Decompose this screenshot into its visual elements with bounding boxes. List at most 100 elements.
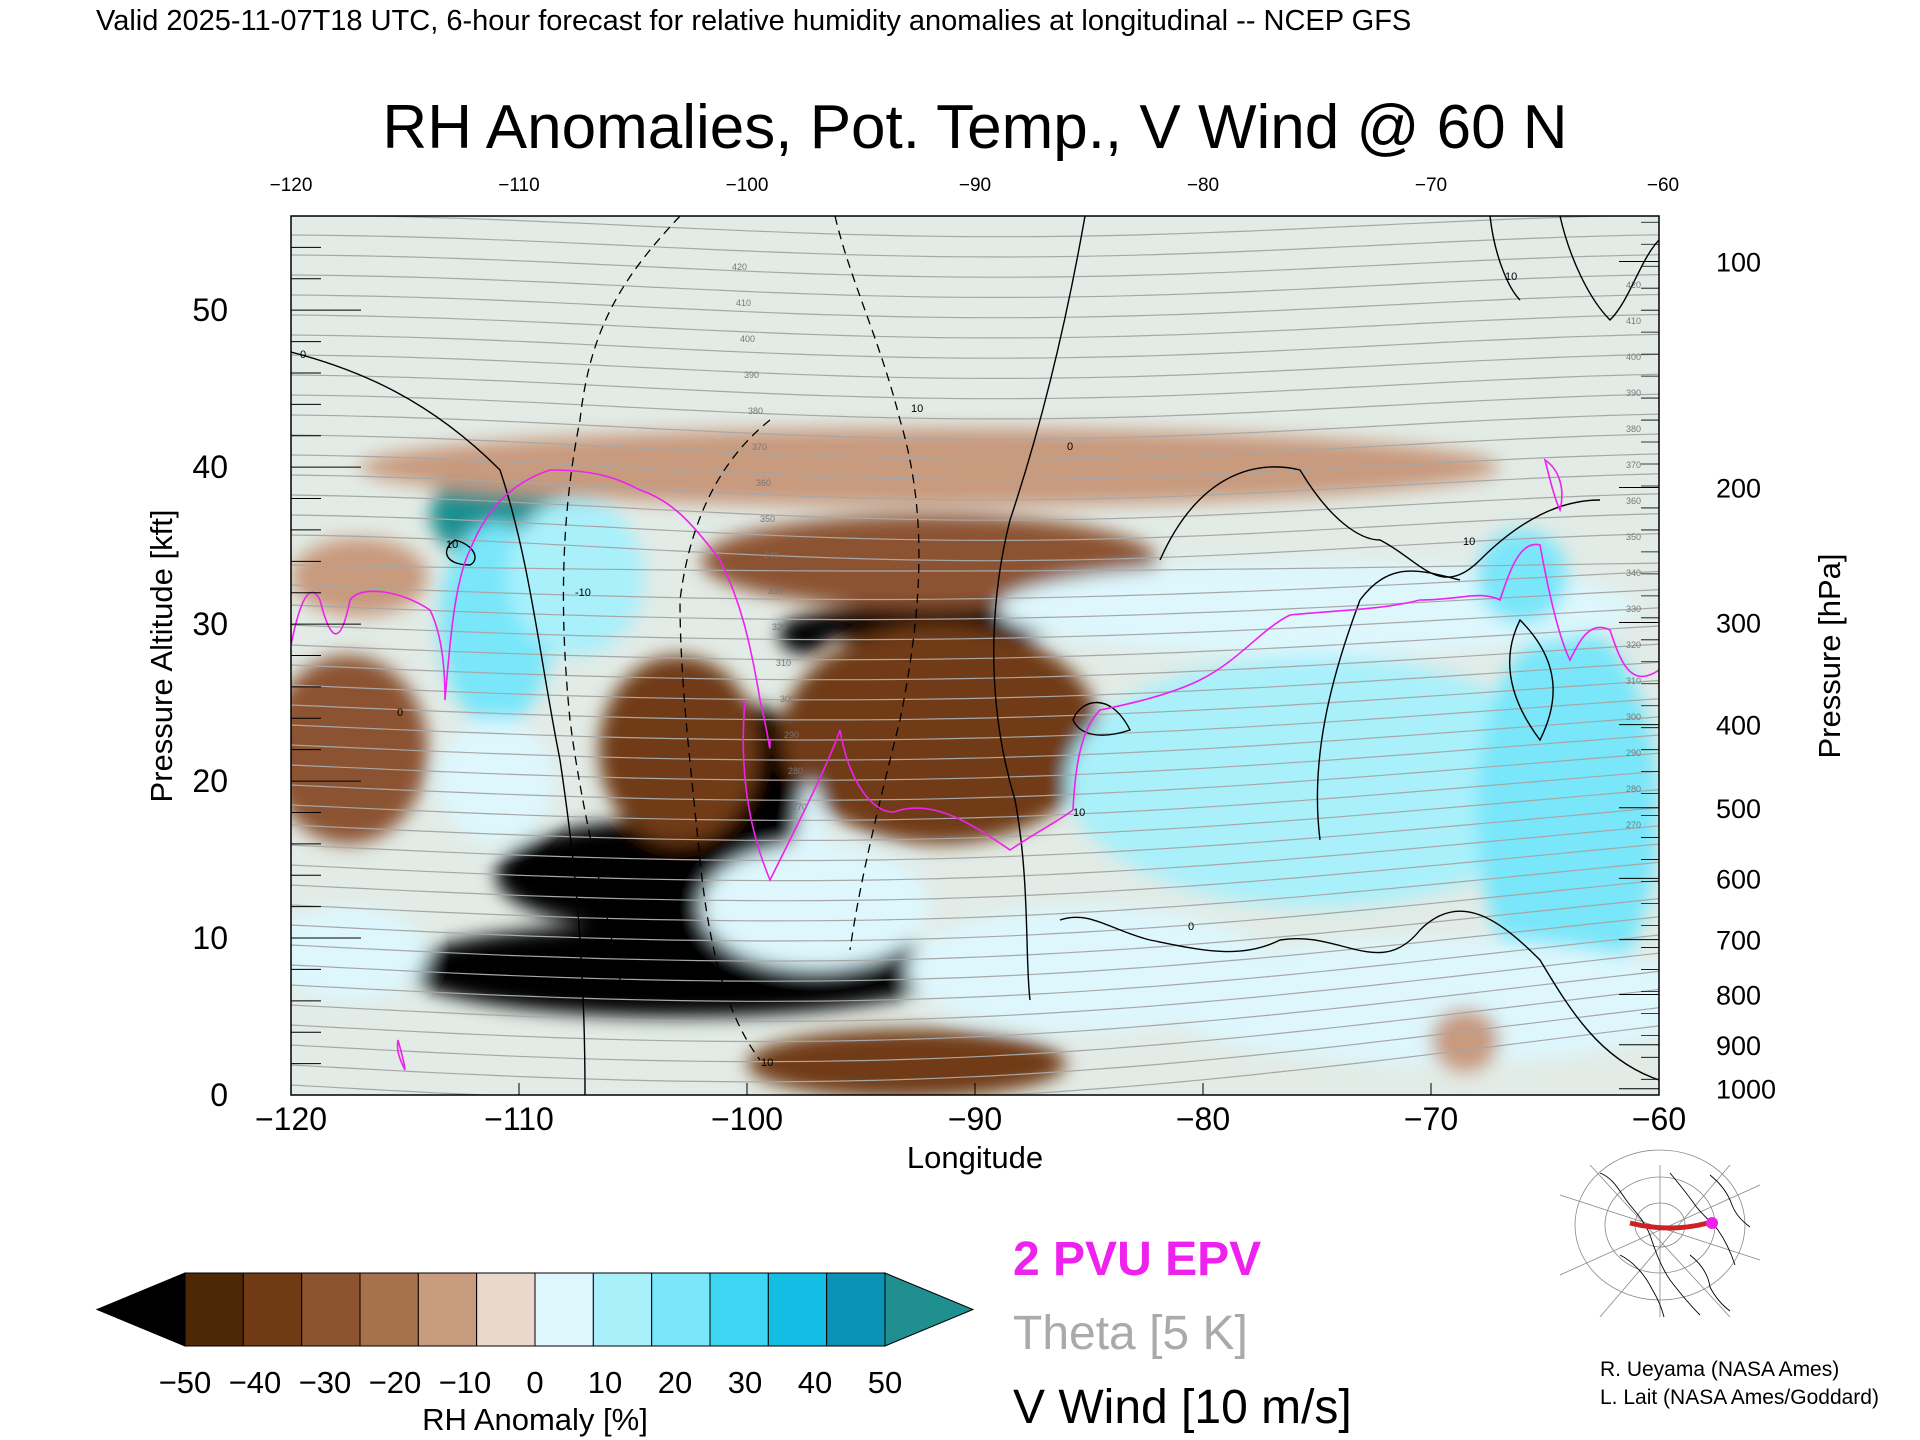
theta-contour-line — [291, 293, 1659, 319]
theta-contour-line — [291, 562, 1659, 572]
vwind-contour-line-dashed — [679, 419, 771, 1061]
vwind-contours — [291, 216, 1659, 1095]
theta-contour-line — [291, 254, 1659, 278]
theta-contour-label: 420 — [732, 262, 747, 272]
vwind-contour-line — [1059, 910, 1659, 1081]
vwind-contour-label: 0 — [1067, 441, 1073, 453]
rh-anomaly-region — [1066, 655, 1568, 907]
theta-contour-line — [291, 988, 1659, 1063]
x-top-tick-label: −80 — [1187, 175, 1219, 196]
vwind-contour-label: 10 — [446, 539, 458, 551]
rh-anomaly-region — [598, 655, 759, 844]
y-tick-label: 50 — [192, 292, 228, 328]
theta-contour-line — [291, 825, 1659, 882]
theta-contour-label: 370 — [1626, 460, 1641, 470]
x-tick-label: −70 — [1404, 1101, 1458, 1137]
x-axis-label: Longitude — [907, 1140, 1043, 1175]
theta-contour-line — [291, 313, 1659, 339]
vwind-contour-label: 10 — [761, 1057, 773, 1069]
vwind-contour-label: 10 — [1505, 271, 1517, 283]
theta-contour-line — [291, 661, 1659, 701]
x-axis-top-tick-labels: −120 −110 −100 −90 −80 −70 −60 — [270, 175, 1680, 196]
plot-area: 420 420 410 410 400 400 390 390 380 380 370 370 360 3… — [290, 215, 1660, 1096]
theta-contour-line — [291, 643, 1659, 681]
epv-contour-line — [1543, 458, 1563, 513]
pressure-tick-label: 900 — [1716, 1031, 1761, 1061]
colorbar-tick-label: 50 — [868, 1365, 902, 1400]
theta-contour-labels: 420 420 410 410 400 400 390 390 380 380 370 370 360 3… — [732, 262, 1641, 830]
y-tick-label: 10 — [192, 920, 228, 956]
theta-contour-line — [291, 770, 1659, 821]
x-tick-label: −90 — [948, 1101, 1002, 1137]
theta-contour-label: 400 — [1626, 352, 1641, 362]
theta-contour-label: 310 — [776, 658, 791, 668]
legend-entry: Theta [5 K] — [1013, 1307, 1248, 1360]
theta-contour-label: 330 — [1626, 604, 1641, 614]
colorbar-high-extend — [884, 1272, 975, 1347]
theta-contour-label: 340 — [1626, 568, 1641, 578]
vwind-contour-line — [1159, 466, 1601, 578]
theta-contour-line — [291, 879, 1659, 942]
theta-contour-line — [291, 393, 1659, 420]
theta-contour-line — [291, 716, 1659, 761]
theta-contour-label: 350 — [1626, 532, 1641, 542]
theta-contour-label: 270 — [1626, 820, 1641, 830]
y-axis-tick-labels: 0 10 20 30 40 50 — [192, 292, 228, 1113]
vwind-contour-label: 10 — [1073, 807, 1085, 819]
theta-contour-line — [291, 734, 1659, 781]
legend-entry: V Wind [10 m/s] — [1013, 1381, 1352, 1434]
coastline-outline — [1599, 1172, 1751, 1318]
theta-contours — [291, 216, 1659, 1095]
theta-contour-line — [291, 789, 1659, 841]
colorbar-tick-label: 30 — [728, 1365, 762, 1400]
colorbar-segment — [767, 1272, 828, 1347]
theta-contour-label: 300 — [780, 694, 795, 704]
inset-marker — [1706, 1217, 1718, 1229]
theta-contour-line — [291, 916, 1659, 982]
colorbar-tick-label: 10 — [588, 1365, 622, 1400]
colorbar-segment — [301, 1272, 361, 1347]
theta-contour-label: 280 — [1626, 784, 1641, 794]
theta-contour-label: 380 — [1626, 424, 1641, 434]
theta-contour-line — [291, 1007, 1659, 1083]
theta-contour-line — [291, 607, 1659, 641]
pressure-tick-label: 600 — [1716, 864, 1761, 894]
pressure-tick-label: 200 — [1716, 474, 1761, 504]
theta-contour-line — [291, 533, 1659, 562]
pressure-tick-label: 1000 — [1716, 1075, 1776, 1105]
pressure-axis-label: Pressure [hPa] — [1812, 553, 1847, 758]
x-tick-label: −100 — [711, 1101, 783, 1137]
vwind-contour-line-dashed — [834, 216, 920, 951]
vwind-contour-line — [993, 216, 1086, 1001]
rh-anomaly-region — [747, 1029, 1067, 1095]
x-top-tick-label: −100 — [726, 175, 769, 196]
epv-contour-line — [396, 1039, 406, 1071]
colorbar-tick-label: −50 — [159, 1365, 212, 1400]
theta-contour-line — [291, 807, 1659, 862]
theta-contour-label: 270 — [792, 802, 807, 812]
theta-contour-line — [291, 234, 1659, 258]
colorbar-segment — [651, 1272, 711, 1347]
theta-contour-line — [291, 353, 1659, 379]
theta-contour-line — [291, 570, 1659, 601]
colorbar-low-extend — [95, 1272, 186, 1347]
epv-contour-line — [742, 543, 1659, 882]
theta-contour-label: 290 — [1626, 748, 1641, 758]
x-top-tick-label: −60 — [1647, 175, 1679, 196]
contour-legend: 2 PVU EPV Theta [5 K] V Wind [10 m/s] — [1013, 1233, 1352, 1434]
rh-anomaly-region — [291, 655, 428, 844]
vwind-contour-line — [1316, 570, 1461, 841]
theta-contour-line — [291, 843, 1659, 902]
x-top-tick-label: −120 — [270, 175, 313, 196]
theta-contour-line — [291, 679, 1659, 721]
vwind-contour-label: 0 — [300, 349, 306, 361]
pressure-tick-label: 100 — [1716, 248, 1761, 278]
rh-anomaly-field — [291, 427, 1659, 1095]
vwind-contour-label: -10 — [575, 587, 591, 599]
colorbar — [95, 1272, 975, 1347]
theta-contour-line — [291, 952, 1659, 1022]
x-top-tick-label: −110 — [498, 175, 539, 196]
colorbar-label: RH Anomaly [%] — [422, 1402, 648, 1437]
theta-contour-label: 320 — [772, 622, 787, 632]
theta-contour-label: 280 — [788, 766, 803, 776]
